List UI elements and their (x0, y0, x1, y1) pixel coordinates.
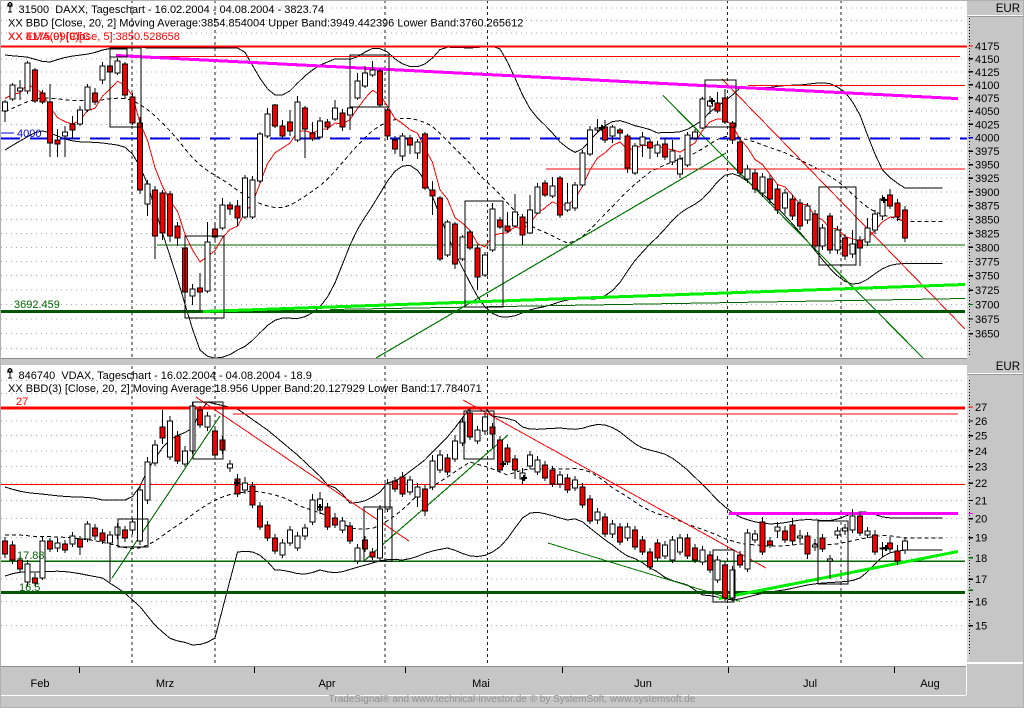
svg-text:TradeSignal® and www.technical: TradeSignal® and www.technical-investor.… (329, 694, 696, 705)
svg-text:XX BBD [Close, 20, 2] Moving A: XX BBD [Close, 20, 2] Moving Average:385… (8, 18, 523, 30)
svg-text:Jul: Jul (803, 678, 817, 690)
svg-text:846740 VDAX, Tageschart - 16.: 846740 VDAX, Tageschart - 16.02.2004 - 0… (19, 370, 312, 382)
svg-text:EUR: EUR (996, 361, 1020, 373)
svg-text:16: 16 (975, 597, 987, 609)
svg-text:26: 26 (975, 416, 987, 428)
svg-text:4050: 4050 (975, 106, 999, 118)
svg-text:3700: 3700 (975, 300, 999, 312)
svg-text:3950: 3950 (975, 160, 999, 172)
svg-text:3825: 3825 (975, 228, 999, 240)
svg-text:3650: 3650 (975, 329, 999, 341)
svg-text:3925: 3925 (975, 173, 999, 185)
svg-text:4100: 4100 (975, 80, 999, 92)
svg-text:Aug: Aug (920, 678, 940, 690)
svg-text:25: 25 (975, 431, 987, 443)
svg-text:4125: 4125 (975, 67, 999, 79)
svg-text:XX BBD(3) [Close, 20, 2] Movin: XX BBD(3) [Close, 20, 2] Moving Average:… (8, 383, 482, 395)
svg-text:EUR: EUR (996, 3, 1020, 15)
svg-text:20: 20 (975, 514, 987, 526)
svg-text:3900: 3900 (975, 187, 999, 199)
svg-text:4175: 4175 (975, 41, 999, 53)
svg-text:3675: 3675 (975, 314, 999, 326)
svg-text:15: 15 (975, 621, 987, 633)
svg-text:Jun: Jun (634, 678, 652, 690)
svg-text:17: 17 (975, 574, 987, 586)
svg-text:Mrz: Mrz (156, 678, 174, 690)
svg-text:3692.459: 3692.459 (14, 299, 60, 311)
svg-text:4000: 4000 (975, 133, 999, 145)
svg-text:4025: 4025 (975, 119, 999, 131)
svg-text:18: 18 (975, 553, 987, 565)
svg-text:3850: 3850 (975, 214, 999, 226)
svg-text:3875: 3875 (975, 201, 999, 213)
svg-text:3750: 3750 (975, 271, 999, 283)
svg-text:23: 23 (975, 462, 987, 474)
svg-text:4150: 4150 (975, 54, 999, 66)
svg-text:16.5: 16.5 (19, 582, 40, 594)
svg-text:19: 19 (975, 533, 987, 545)
svg-text:21: 21 (975, 496, 987, 508)
svg-text:4000: 4000 (17, 128, 41, 140)
svg-text:3725: 3725 (975, 285, 999, 297)
svg-text:3800: 3800 (975, 242, 999, 254)
svg-text:Mai: Mai (472, 678, 490, 690)
svg-text:27: 27 (16, 396, 28, 408)
svg-text:24: 24 (975, 446, 987, 458)
svg-text:XX 4175.09(9)[C: XX 4175.09(9)[C (8, 31, 90, 43)
svg-text:Feb: Feb (31, 678, 50, 690)
svg-text:3775: 3775 (975, 257, 999, 269)
svg-text:22: 22 (975, 478, 987, 490)
svg-text:4075: 4075 (975, 93, 999, 105)
svg-text:Apr: Apr (318, 678, 335, 690)
svg-text:27: 27 (975, 402, 987, 414)
svg-text:31500 DAXX, Tageschart - 16.0: 31500 DAXX, Tageschart - 16.02.2004 - 04… (19, 4, 325, 16)
svg-text:17.88: 17.88 (17, 550, 45, 562)
svg-text:3975: 3975 (975, 146, 999, 158)
